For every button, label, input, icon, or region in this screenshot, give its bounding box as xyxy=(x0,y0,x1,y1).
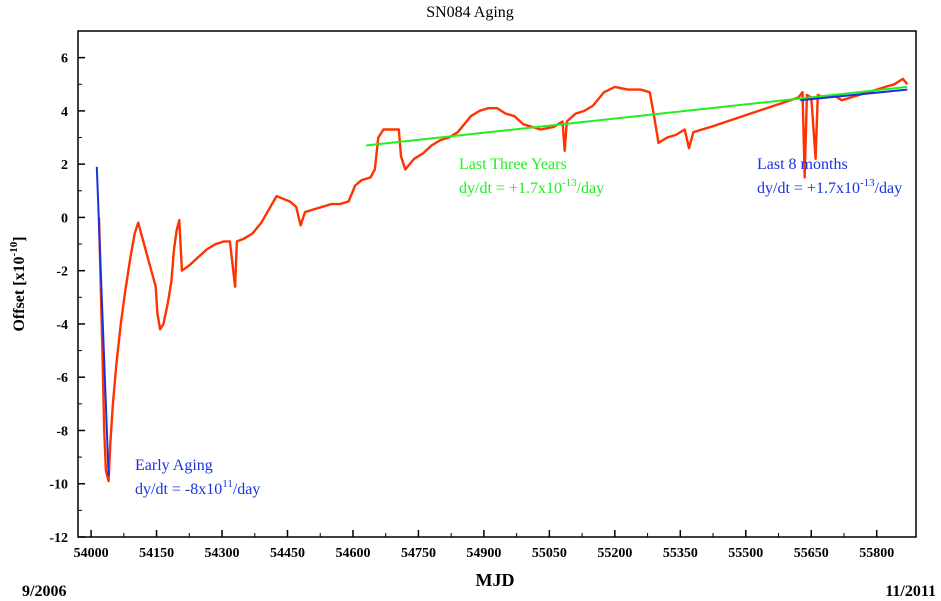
y-tick-label: 6 xyxy=(61,52,68,67)
y-axis-label-close: ] xyxy=(11,236,28,241)
x-tick-label: 54300 xyxy=(205,546,240,561)
annotation-last-three-years-rate-exp: -13 xyxy=(562,177,577,189)
annotation-last-8-months-title: Last 8 months xyxy=(757,156,848,173)
x-tick-label: 54150 xyxy=(139,546,174,561)
x-tick-label: 54900 xyxy=(466,546,501,561)
last-8-months-fit-line xyxy=(800,88,908,102)
annotation-last-8-months-rate-post: /day xyxy=(875,180,903,197)
annotation-early-aging-rate-pre: dy/dt = -8x10 xyxy=(135,481,222,498)
early-aging-fit-line xyxy=(95,166,110,476)
chart-title: SN084 Aging xyxy=(426,4,514,21)
y-tick-label: 0 xyxy=(61,211,68,226)
plot-frame xyxy=(77,30,917,538)
x-tick-label: 54000 xyxy=(74,546,109,561)
x-tick-label: 55500 xyxy=(728,546,763,561)
annotation-early-aging-rate: dy/dt = -8x1011/day xyxy=(135,478,260,498)
date-start-label: 9/2006 xyxy=(22,583,66,600)
annotation-last-three-years-rate-pre: dy/dt = +1.7x10 xyxy=(459,180,562,197)
y-axis-label-main: Offset [x10 xyxy=(11,256,28,331)
series-layer xyxy=(95,77,909,483)
y-tick-label: -6 xyxy=(56,371,68,386)
annotation-last-three-years: Last Three Years dy/dt = +1.7x10-13/day xyxy=(459,156,604,197)
y-tick-label: 4 xyxy=(61,105,68,120)
annotation-early-aging-rate-exp: 11 xyxy=(222,478,233,490)
annotation-early-aging-title: Early Aging xyxy=(135,457,213,474)
x-tick-label: 54450 xyxy=(270,546,305,561)
annotation-last-8-months: Last 8 months dy/dt = +1.7x10-13/day xyxy=(757,156,902,197)
offset-data-series xyxy=(97,77,909,483)
x-tick-label: 55200 xyxy=(597,546,632,561)
annotation-last-three-years-title: Last Three Years xyxy=(459,156,567,173)
y-tick-label: 2 xyxy=(61,158,68,173)
annotation-last-8-months-rate: dy/dt = +1.7x10-13/day xyxy=(757,177,902,197)
x-tick-label: 54600 xyxy=(335,546,370,561)
annotation-early-aging: Early Aging dy/dt = -8x1011/day xyxy=(135,457,260,498)
y-tick-label: -4 xyxy=(56,318,68,333)
annotation-last-three-years-rate: dy/dt = +1.7x10-13/day xyxy=(459,177,604,197)
annotation-early-aging-rate-post: /day xyxy=(233,481,261,498)
x-tick-label: 55800 xyxy=(859,546,894,561)
y-tick-label: -8 xyxy=(56,424,68,439)
x-tick-label: 55650 xyxy=(794,546,829,561)
x-axis: 54000 54150 54300 54450 54600 54750 54900 55050… xyxy=(74,530,894,561)
x-tick-label: 55050 xyxy=(532,546,567,561)
x-tick-label: 55350 xyxy=(663,546,698,561)
annotation-last-three-years-rate-post: /day xyxy=(577,180,605,197)
y-tick-label: -10 xyxy=(49,478,68,493)
y-axis-label: Offset [x10-10] xyxy=(8,236,28,331)
y-axis: -12 -10 -8 -6 -4 -2 0 2 4 6 xyxy=(49,52,85,546)
annotation-last-8-months-rate-exp: -13 xyxy=(860,177,875,189)
annotation-last-8-months-rate-pre: dy/dt = +1.7x10 xyxy=(757,180,860,197)
y-tick-label: -12 xyxy=(49,531,68,546)
y-axis-label-exp: -10 xyxy=(8,241,20,256)
x-tick-label: 54750 xyxy=(401,546,436,561)
last-three-years-fit-line xyxy=(365,85,908,147)
date-end-label: 11/2011 xyxy=(885,583,936,600)
x-axis-label: MJD xyxy=(476,570,515,590)
y-tick-label: -2 xyxy=(56,265,68,280)
